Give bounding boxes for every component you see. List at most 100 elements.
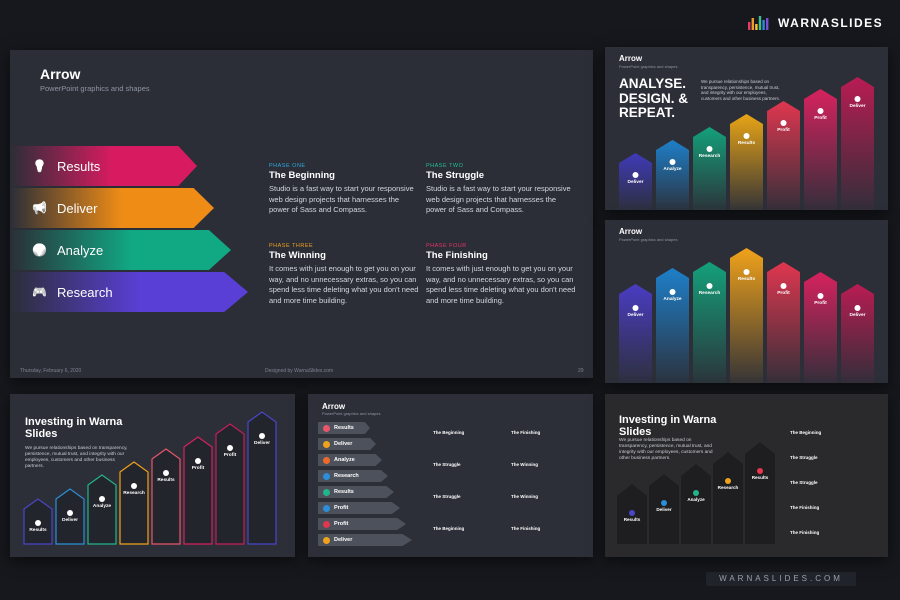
list-icon <box>323 520 330 528</box>
headline: ANALYSE. DESIGN. & REPEAT. <box>619 76 689 120</box>
globe-icon: 🌍 <box>32 243 47 257</box>
column-icon <box>669 289 676 295</box>
phase-label: PHASE FOUR <box>426 243 467 249</box>
entry-title: The Beginning <box>433 526 465 531</box>
thumb-list-slide[interactable]: Arrow PowerPoint graphics and shapes Res… <box>308 394 593 557</box>
list-arrow[interactable]: Profit <box>318 502 400 514</box>
column-icon <box>817 108 824 114</box>
list-arrow[interactable]: Analyze <box>318 454 382 466</box>
arrow-label: Results <box>56 158 101 174</box>
column-label: Results <box>738 276 756 282</box>
phase-entry: The Beginning <box>790 430 880 435</box>
thumb-investing-slide[interactable]: Investing in Warna Slides We pursue rela… <box>10 394 295 557</box>
column-icon <box>632 305 639 311</box>
intro-text: We pursue relationships based on transpa… <box>701 79 781 101</box>
intro-text: We pursue relationships based on transpa… <box>25 446 128 469</box>
phase-body: It comes with just enough to get you on … <box>269 264 419 305</box>
column-label: Profit <box>192 465 205 471</box>
column-icon <box>131 483 137 489</box>
phase-three: PHASE THREE The Winning It comes with ju… <box>269 243 419 306</box>
column-label: Research <box>699 153 721 159</box>
slide-subtitle: PowerPoint graphics and shapes <box>322 411 381 416</box>
phase-title: The Finishing <box>426 250 488 261</box>
brand-bar <box>755 24 758 30</box>
entry-title: The Beginning <box>790 430 822 435</box>
list-arrow[interactable]: Results <box>318 422 370 434</box>
brand-bar <box>766 18 769 30</box>
phase-title: The Winning <box>269 250 326 261</box>
arrow-label: Deliver <box>56 200 98 216</box>
arrow-analyze[interactable]: 🌍 Analyze <box>10 230 231 270</box>
column-icon <box>35 520 41 526</box>
megaphone-icon: 📢 <box>32 201 47 215</box>
phase-four: PHASE FOUR The Finishing It comes with j… <box>426 243 576 306</box>
entry-title: The Finishing <box>511 430 541 435</box>
list-arrow[interactable]: Results <box>318 486 394 498</box>
list-arrow[interactable]: Profit <box>318 518 406 530</box>
brand-bar <box>748 22 751 30</box>
phase-entry: The Struggle <box>433 462 505 467</box>
column-arrow <box>693 262 726 383</box>
column-icon <box>195 458 201 464</box>
phase-label: PHASE TWO <box>426 163 464 169</box>
column-icon <box>259 433 265 439</box>
column-icon <box>706 146 713 152</box>
column-label: Results <box>738 140 756 146</box>
brand-logo: WARNASLIDES <box>748 16 883 30</box>
column-label: Deliver <box>656 507 672 512</box>
main-slide[interactable]: Arrow PowerPoint graphics and shapes 💡 Re… <box>10 50 593 378</box>
brand-name: WARNASLIDES <box>778 16 884 30</box>
thumb-dark-slide[interactable]: Investing in Warna Slides We pursue rela… <box>605 394 888 557</box>
column-icon <box>725 478 731 484</box>
column-label: Profit <box>777 290 790 296</box>
column-label: Research <box>718 485 739 490</box>
entry-title: The Beginning <box>433 430 465 435</box>
column-icon <box>854 305 861 311</box>
column-arrow <box>619 153 652 210</box>
thumb-analyse-slide[interactable]: Arrow PowerPoint graphics and shapes ANA… <box>605 47 888 210</box>
phase-title: The Beginning <box>269 170 335 181</box>
column-icon <box>693 490 699 496</box>
column-arrow <box>619 284 652 383</box>
phase-entry: The Struggle <box>433 494 505 499</box>
thumb-columns-slide[interactable]: Arrow PowerPoint graphics and shapes Del… <box>605 220 888 383</box>
list-arrow[interactable]: Research <box>318 470 388 482</box>
outlined-arrows: Results Deliver Analyze Research Results Prof… <box>23 411 277 545</box>
column-label: Profit <box>224 452 237 458</box>
column-icon <box>163 470 169 476</box>
phase-entry: The Finishing <box>511 430 583 435</box>
column-label: Profit <box>777 127 790 133</box>
arrow-results[interactable]: 💡 Results <box>10 146 197 186</box>
column-icon <box>629 510 635 516</box>
slide-subtitle: PowerPoint graphics and shapes <box>40 84 150 93</box>
column-arrow <box>55 488 85 545</box>
list-arrow[interactable]: Deliver <box>318 534 412 546</box>
phase-entry: The Struggle <box>790 455 880 460</box>
list-icon <box>323 456 330 464</box>
column-arrow <box>681 464 711 544</box>
column-label: Analyze <box>663 166 681 172</box>
column-label: Profit <box>814 300 827 306</box>
slide-subtitle: PowerPoint graphics and shapes <box>619 237 678 242</box>
arrow-deliver[interactable]: 📢 Deliver <box>10 188 214 228</box>
arrow-research[interactable]: 🎮 Research <box>10 272 248 312</box>
column-arrows: Deliver Analyze Research Results Profit Profi… <box>619 77 874 210</box>
phase-entry: The Struggle <box>790 480 880 485</box>
column-label: Research <box>699 290 721 296</box>
watermark: WARNASLIDES.COM <box>706 572 856 586</box>
footer-date: Thursday, February 6, 2020 <box>20 368 82 374</box>
footer-credit: Designed by WarnaSlides.com <box>265 368 334 374</box>
column-icon <box>854 96 861 102</box>
column-arrow <box>183 436 213 545</box>
list-label: Deliver <box>334 441 353 447</box>
slide-title: Arrow <box>40 66 81 82</box>
column-arrow <box>841 77 874 210</box>
list-icon <box>323 488 330 496</box>
column-label: Analyze <box>93 503 111 509</box>
entry-title: The Finishing <box>790 530 820 535</box>
column-icon <box>817 293 824 299</box>
column-arrow <box>119 461 149 545</box>
list-arrow[interactable]: Deliver <box>318 438 376 450</box>
list-icon <box>323 424 330 432</box>
phase-body: Studio is a fast way to start your respo… <box>426 184 571 214</box>
